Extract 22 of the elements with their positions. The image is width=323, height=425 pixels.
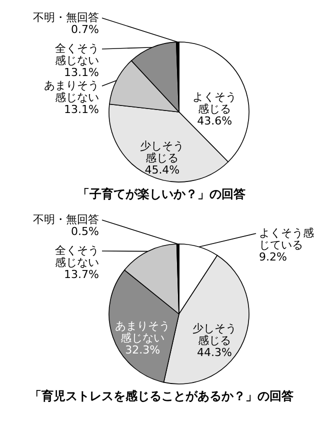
slice-label: 不明・無回答 — [33, 11, 99, 24]
data-label: 9.2% — [259, 250, 287, 264]
data-label: 45.4% — [144, 164, 180, 177]
data-label: 0.7% — [71, 23, 99, 36]
slice-label: 全くそう感じない — [55, 42, 99, 67]
data-label: 43.6% — [197, 114, 232, 128]
slice-label: 不明・無回答 — [33, 213, 99, 226]
slice-label: あまりそう感じない — [44, 79, 99, 104]
data-label: 13.1% — [64, 66, 99, 79]
data-label: 32.3% — [125, 344, 160, 357]
data-label: 0.5% — [71, 225, 99, 238]
text: 「子育てが楽しいか？」の回答 — [78, 187, 246, 201]
data-label: 13.1% — [64, 103, 99, 116]
data-label: 44.3% — [197, 346, 232, 359]
text: 「育児ストレスを感じることがあるか？」の回答 — [30, 389, 294, 403]
slice-label: よくそう感じている — [259, 226, 314, 252]
slice-label: 全くそう感じない — [55, 244, 99, 269]
slice-label: あまりそう感じない — [115, 320, 170, 345]
data-label: 13.7% — [64, 268, 99, 281]
slice-label: 少しそう感じる — [140, 140, 184, 165]
slice-label: よくそう感じる — [192, 90, 237, 116]
slice-label: 少しそう感じる — [192, 322, 236, 347]
